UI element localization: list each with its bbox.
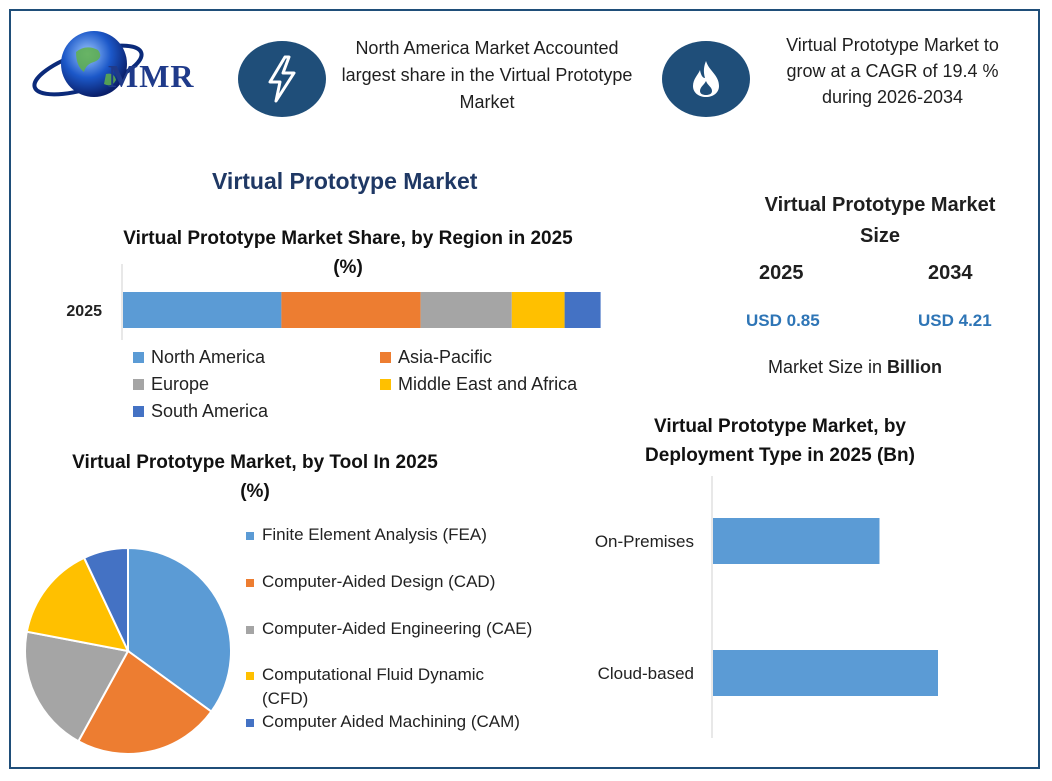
legend-item-north-america: North America [133,344,380,371]
region-legend: North America Asia-Pacific Europe Middle… [133,344,603,425]
region-bar-segment-3 [511,292,565,328]
tool-chart-title: Virtual Prototype Market, by Tool In 202… [72,452,438,502]
legend-item-cad: Computer-Aided Design (CAD) [246,570,566,594]
legend-item-middle-east-africa: Middle East and Africa [380,371,577,398]
market-size-title: Virtual Prototype Market Size [764,194,996,247]
pie-slice-2 [24,630,130,743]
legend-item-europe: Europe [133,371,380,398]
logo-text: MMR [108,58,195,94]
market-size-note: Market Size in Billion [768,357,942,378]
legend-label: Asia-Pacific [398,347,493,367]
deployment-category-label-0: On-Premises [595,532,694,551]
header-right-text: Virtual Prototype Market to grow at a CA… [786,35,999,107]
legend-swatch [246,532,254,540]
legend-item-fea: Finite Element Analysis (FEA) [246,523,487,547]
mmr-logo: MMR [26,22,216,112]
tool-pie-chart [18,544,238,755]
legend-label: South America [151,401,269,421]
market-size-2034: USD 4.21 [918,311,992,330]
flame-icon [662,41,750,117]
legend-label: Computational Fluid Dynamic (CFD) [262,665,485,708]
main-title: Virtual Prototype Market [212,168,478,194]
pie-slice-1 [77,649,213,755]
year-2025: 2025 [759,262,804,284]
market-size-2025: USD 0.85 [746,311,820,330]
region-bar-segment-0 [123,292,282,328]
legend-item-cam: Computer Aided Machining (CAM) [246,710,566,734]
legend-label: Computer-Aided Design (CAD) [262,572,496,591]
deployment-bar-0 [713,518,880,564]
region-chart: 2025 [50,262,610,342]
pie-slice-3 [25,556,130,653]
deployment-bar-1 [713,650,938,696]
legend-label: Middle East and Africa [398,374,578,394]
header-left-text: North America Market Accounted largest s… [341,38,633,112]
year-2034: 2034 [928,262,973,284]
region-category-label: 2025 [66,303,102,320]
legend-swatch [133,352,144,363]
region-chart-title: Virtual Prototype Market Share, by Regio… [123,228,573,278]
legend-swatch [246,719,254,727]
legend-label: Computer-Aided Engineering (CAE) [262,619,533,638]
deployment-chart-title: Virtual Prototype Market, by Deployment … [645,416,915,466]
legend-label: North America [151,347,266,367]
deployment-category-label-1: Cloud-based [598,664,694,683]
deployment-chart: On-Premises Cloud-based [560,474,1020,742]
legend-label: Europe [151,374,210,394]
region-bar-segment-1 [281,292,421,328]
legend-label: Finite Element Analysis (FEA) [262,525,487,544]
pie-slice-4 [82,546,129,652]
legend-swatch [380,352,391,363]
infographic-frame [9,9,1040,769]
lightning-icon [238,41,326,117]
legend-item-cfd: Computational Fluid Dynamic (CFD) [246,663,516,711]
legend-swatch [133,379,144,390]
legend-label: Computer Aided Machining (CAM) [262,712,520,731]
legend-swatch [246,626,254,634]
legend-item-asia-pacific: Asia-Pacific [380,344,492,371]
legend-swatch [133,406,144,417]
note-prefix: Market Size in [768,357,888,377]
region-bar-segment-4 [564,292,601,328]
legend-swatch [246,579,254,587]
legend-item-south-america: South America [133,398,268,425]
legend-swatch [246,672,254,680]
legend-item-cae: Computer-Aided Engineering (CAE) [246,617,566,641]
region-bar-segment-2 [420,292,512,328]
pie-slice-0 [127,546,232,713]
legend-swatch [380,379,391,390]
note-unit: Billion [887,357,943,377]
globe-icon [32,31,144,97]
